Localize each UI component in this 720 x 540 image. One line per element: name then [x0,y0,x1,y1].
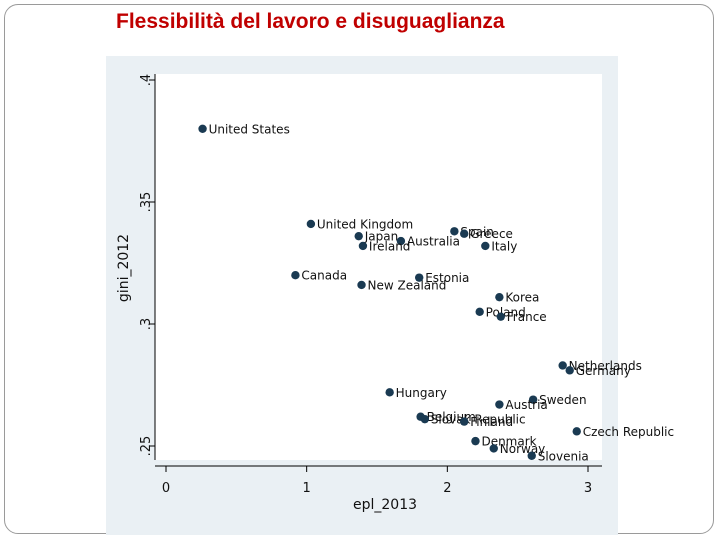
data-point[interactable] [558,361,567,370]
data-point-label: Netherlands [569,359,642,373]
data-point[interactable] [528,395,538,404]
data-point-label: New Zealand [368,278,447,292]
data-point[interactable] [496,312,505,321]
data-point[interactable] [495,400,504,409]
data-point-label: United Kingdom [317,217,413,231]
plot-area [155,74,602,460]
y-axis-title: gini_2012 [116,234,132,302]
data-point-label: Italy [491,239,517,253]
x-tick-label: 1 [303,481,311,496]
data-point[interactable] [415,273,424,282]
data-point[interactable] [198,124,207,133]
data-point-label: Korea [505,291,539,305]
data-point[interactable] [385,388,394,397]
data-point[interactable] [489,444,498,453]
data-point-label: Ireland [369,239,411,253]
data-point-label: Estonia [425,271,469,285]
data-point-label: Slovenia [538,449,589,463]
data-point[interactable] [471,436,480,446]
data-point-label: Slovak Republic [431,413,526,427]
data-point[interactable] [481,241,490,251]
data-point-label: Germany [576,364,631,378]
data-point[interactable] [450,227,459,236]
x-tick-label: 0 [162,481,170,496]
y-tick-label: .4 [139,74,154,86]
x-tick-label: 3 [584,481,592,496]
data-point-label: Japan [364,230,398,244]
data-point[interactable] [572,427,581,436]
data-point-label: Spain [460,225,494,239]
data-point-label: United States [209,122,290,136]
y-tick-label: .25 [139,436,154,457]
data-point[interactable] [527,451,536,460]
data-point[interactable] [291,271,300,280]
y-tick-label: .35 [139,192,154,213]
data-point[interactable] [460,417,469,426]
data-point-label: Finland [470,415,513,429]
slide-title: Flessibilità del lavoro e disuguaglianza [116,10,505,33]
x-axis-title: epl_2013 [353,497,417,513]
x-tick-label: 2 [443,481,451,496]
data-point-label: Austria [505,398,547,412]
data-point[interactable] [420,414,430,424]
data-point[interactable] [354,231,363,241]
data-point-label: Czech Republic [583,425,674,439]
data-point-label: Australia [407,235,460,249]
data-point[interactable] [475,307,484,316]
data-point[interactable] [460,229,469,238]
data-point-label: Canada [301,269,347,283]
data-point[interactable] [396,236,406,246]
data-point-label: Greece [470,227,513,241]
data-point[interactable] [357,280,366,290]
data-point[interactable] [358,241,368,251]
data-point-label: Sweden [539,393,586,407]
data-point[interactable] [495,292,504,302]
data-point-label: Poland [486,305,526,319]
data-point-label: France [507,310,547,324]
axes: 0 1 2 3 .25 .3 .35 .4 [139,74,602,496]
y-tick-label: .3 [139,318,154,330]
data-point-label: Hungary [396,386,447,400]
data-point[interactable] [565,366,574,375]
data-point[interactable] [306,219,316,229]
